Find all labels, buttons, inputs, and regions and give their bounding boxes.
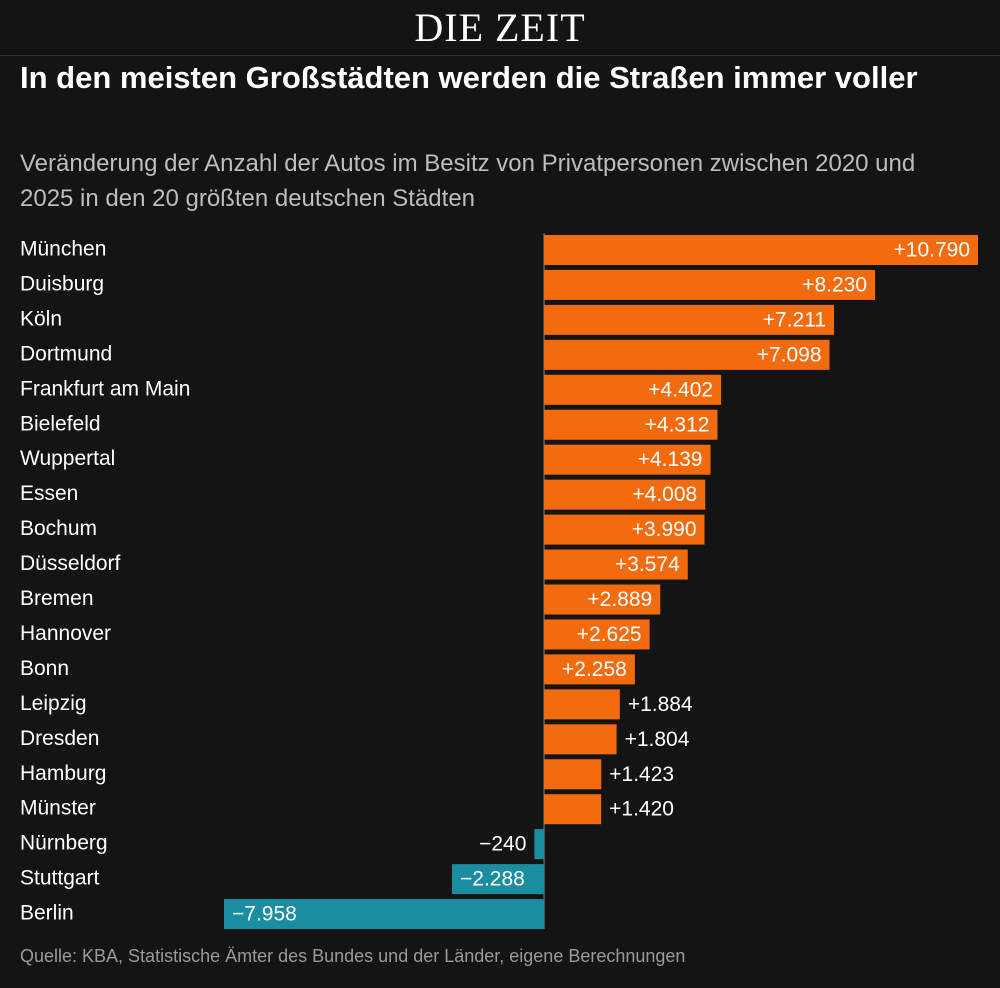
value-label: +8.230 (802, 273, 867, 296)
category-label: Wuppertal (20, 447, 115, 470)
bar (544, 409, 718, 440)
value-label: +7.211 (763, 308, 826, 331)
value-label: +1.884 (628, 693, 693, 716)
bar (544, 514, 705, 545)
bar (544, 374, 722, 405)
category-label: Bremen (20, 587, 94, 610)
category-label: Bochum (20, 517, 97, 540)
value-label: +2.889 (587, 588, 652, 611)
value-label: −2.288 (460, 868, 525, 891)
bar (544, 724, 617, 755)
value-label: −240 (479, 833, 526, 856)
value-label: +1.804 (625, 728, 690, 751)
bar (544, 304, 835, 335)
category-label: Leipzig (20, 692, 87, 715)
chart-title: In den meisten Großstädten werden die St… (20, 60, 918, 95)
value-label: +3.574 (615, 553, 680, 576)
bar (452, 864, 545, 895)
bar (544, 759, 602, 790)
category-label: Dresden (20, 727, 99, 750)
value-label: +3.990 (632, 518, 697, 541)
bar (544, 584, 661, 615)
category-label: Bielefeld (20, 412, 101, 435)
value-label: +4.312 (645, 413, 710, 436)
bar (544, 654, 635, 685)
bar (224, 899, 545, 930)
value-label: +10.790 (894, 239, 971, 262)
divider (0, 55, 1000, 56)
value-label: +2.258 (562, 658, 627, 681)
category-label: Hannover (20, 622, 111, 645)
category-label: Frankfurt am Main (20, 377, 190, 400)
category-label: Essen (20, 482, 78, 505)
bar (544, 689, 620, 720)
category-label: Nürnberg (20, 832, 108, 855)
bar (534, 829, 545, 860)
category-label: Stuttgart (20, 867, 100, 890)
logo: DIE ZEIT (414, 5, 586, 50)
bar (544, 235, 978, 265)
value-label: +2.625 (577, 623, 642, 646)
category-label: Duisburg (20, 272, 104, 295)
value-label: +4.008 (632, 483, 697, 506)
category-label: Münster (20, 797, 96, 820)
bar (544, 549, 688, 580)
category-label: Bonn (20, 657, 69, 680)
bar (544, 619, 650, 650)
value-label: +1.420 (609, 798, 674, 821)
value-label: +4.402 (648, 378, 713, 401)
category-label: Düsseldorf (20, 552, 121, 575)
chart-subtitle: Veränderung der Anzahl der Autos im Besi… (20, 150, 916, 212)
value-label: +4.139 (638, 448, 703, 471)
category-label: Dortmund (20, 342, 112, 365)
category-label: München (20, 238, 106, 261)
category-label: Hamburg (20, 762, 106, 785)
value-label: +7.098 (757, 343, 822, 366)
bar (544, 269, 876, 300)
source: Quelle: KBA, Statistische Ämter des Bund… (20, 946, 686, 966)
bar (544, 794, 602, 825)
value-label: −7.958 (232, 903, 297, 926)
category-label: Köln (20, 307, 62, 330)
bar (544, 339, 830, 370)
bar (544, 479, 706, 510)
value-label: +1.423 (609, 763, 674, 786)
bar (544, 444, 711, 475)
category-label: Berlin (20, 902, 74, 925)
